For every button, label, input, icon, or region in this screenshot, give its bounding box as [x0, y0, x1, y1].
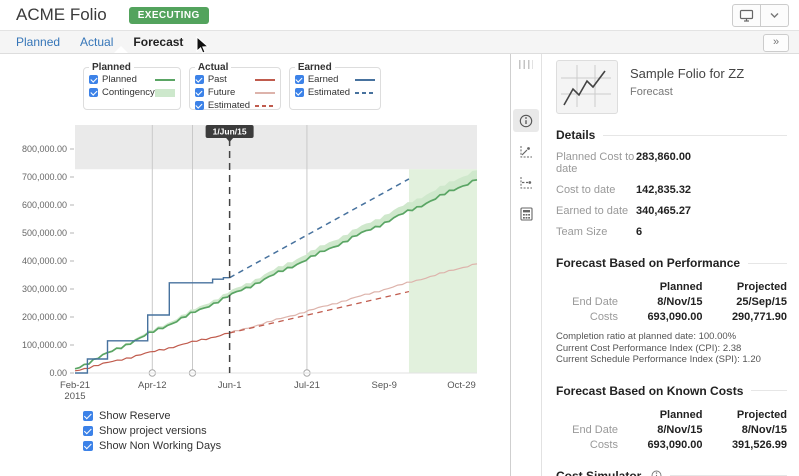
- svg-text:700,000.00: 700,000.00: [22, 172, 67, 182]
- svg-text:300,000.00: 300,000.00: [22, 284, 67, 294]
- earned-checkbox[interactable]: [294, 75, 304, 84]
- svg-text:100,000.00: 100,000.00: [22, 340, 67, 350]
- legend-item: Contingency: [89, 86, 175, 99]
- svg-text:0.00: 0.00: [49, 368, 67, 378]
- cost-simulator-section-title: Cost Simulator: [556, 469, 787, 476]
- svg-text:1/Jun/15: 1/Jun/15: [213, 127, 247, 137]
- actual-estimated-dash-swatch: [254, 104, 275, 107]
- header-buttons: [732, 4, 789, 27]
- earned-estimated-checkbox[interactable]: [294, 88, 304, 97]
- details-section-title: Details: [556, 128, 787, 142]
- cost-forecast-chart: 1/Jun/15 0.00 100,000.00 200,000.00 300,000.…: [22, 125, 478, 402]
- planned-checkbox[interactable]: [89, 75, 98, 84]
- svg-text:Apr-12: Apr-12: [138, 380, 167, 391]
- detail-row: Planned Cost to date 283,860.00: [556, 151, 692, 175]
- detail-row: Team Size 6: [556, 226, 643, 238]
- panel-rail: [511, 54, 542, 476]
- rail-known-costs-forecast-button[interactable]: [513, 171, 539, 194]
- rail-details-button[interactable]: [513, 109, 539, 132]
- active-tab-notch: [114, 46, 128, 53]
- display-mode-button[interactable]: [732, 4, 761, 27]
- info-icon[interactable]: [651, 470, 662, 476]
- performance-notes: Completion ratio at planned date: 100.00…: [556, 331, 761, 365]
- legend-item: Earned: [294, 73, 375, 86]
- performance-forecast-section-title: Forecast Based on Performance: [556, 256, 787, 270]
- tab-forecast[interactable]: Forecast: [133, 35, 184, 49]
- line-chart-thumbnail-icon: [561, 65, 611, 107]
- svg-text:400,000.00: 400,000.00: [22, 256, 67, 266]
- folio-subtitle: Forecast: [630, 86, 673, 98]
- show-reserve-checkbox[interactable]: [83, 410, 93, 421]
- show-project-versions-checkbox[interactable]: [83, 425, 93, 436]
- legend-item: Estimated: [194, 99, 275, 112]
- rail-cost-simulator-button[interactable]: [513, 202, 539, 225]
- svg-text:200,000.00: 200,000.00: [22, 312, 67, 322]
- svg-text:500,000.00: 500,000.00: [22, 228, 67, 238]
- known-costs-forecast-table: Planned Projected End Date 8/Nov/15 8/No…: [572, 408, 787, 451]
- app-title: ACME Folio: [16, 5, 107, 24]
- legend-item: Estimated: [294, 86, 375, 99]
- drag-handle-icon[interactable]: [519, 60, 533, 69]
- svg-text:Sep-9: Sep-9: [372, 380, 397, 391]
- status-badge: EXECUTING: [128, 6, 209, 24]
- past-line-swatch: [254, 78, 275, 81]
- tab-actual[interactable]: Actual: [80, 35, 114, 49]
- earned-line-swatch: [354, 78, 375, 81]
- show-non-working-days-checkbox[interactable]: [83, 440, 93, 451]
- monitor-icon: [739, 9, 754, 22]
- legend-group-earned: Earned Earned Estimated: [288, 62, 381, 110]
- folio-title: Sample Folio for ZZ: [630, 66, 745, 81]
- details-panel: Sample Folio for ZZ Forecast Details Pla…: [511, 54, 799, 476]
- known-costs-forecast-section-title: Forecast Based on Known Costs: [556, 384, 787, 398]
- contingency-box-swatch: [154, 88, 175, 97]
- chevron-down-icon: [770, 12, 779, 18]
- forecast-chart-area: Planned Planned Contingency Actual Past: [0, 54, 511, 476]
- calculator-icon: [519, 206, 533, 221]
- performance-forecast-table: Planned Projected End Date 8/Nov/15 25/S…: [572, 281, 787, 323]
- folio-thumbnail: [556, 60, 618, 114]
- actual-estimated-checkbox[interactable]: [194, 101, 204, 110]
- earned-estimated-dash-swatch: [354, 91, 375, 94]
- legend-group-planned: Planned Planned Contingency: [83, 62, 181, 110]
- svg-text:Jul-21: Jul-21: [294, 380, 320, 391]
- svg-text:Jun-1: Jun-1: [218, 380, 242, 391]
- tab-planned[interactable]: Planned: [16, 35, 61, 49]
- info-icon: [519, 114, 533, 127]
- contingency-checkbox[interactable]: [89, 88, 98, 97]
- svg-text:2015: 2015: [64, 391, 85, 402]
- legend-item: Planned: [89, 73, 175, 86]
- legend-item: Future: [194, 86, 275, 99]
- app-header: ACME Folio EXECUTING: [0, 0, 799, 31]
- rail-performance-forecast-button[interactable]: [513, 140, 539, 163]
- svg-text:Oct-29: Oct-29: [447, 380, 476, 391]
- planned-line-swatch: [154, 78, 175, 81]
- legend-group-actual: Actual Past Future Estimated: [188, 62, 281, 112]
- chart-legend: Planned Planned Contingency Actual Past: [83, 62, 510, 112]
- collapse-header-button[interactable]: [761, 4, 789, 27]
- future-checkbox[interactable]: [194, 88, 204, 97]
- chart-option-toggles: Show Reserve Show project versions Show …: [83, 408, 510, 453]
- svg-text:Feb-21: Feb-21: [60, 380, 90, 391]
- svg-text:800,000.00: 800,000.00: [22, 144, 67, 154]
- future-line-swatch: [254, 91, 275, 94]
- svg-text:600,000.00: 600,000.00: [22, 200, 67, 210]
- past-checkbox[interactable]: [194, 75, 204, 84]
- expand-panel-button[interactable]: »: [763, 34, 789, 52]
- detail-row: Earned to date 340,465.27: [556, 205, 692, 217]
- panel-content: Sample Folio for ZZ Forecast Details Pla…: [542, 54, 799, 476]
- detail-row: Cost to date 142,835.32: [556, 184, 692, 196]
- chart-costs-icon: [520, 176, 532, 188]
- chart-performance-icon: [520, 145, 532, 157]
- legend-item: Past: [194, 73, 275, 86]
